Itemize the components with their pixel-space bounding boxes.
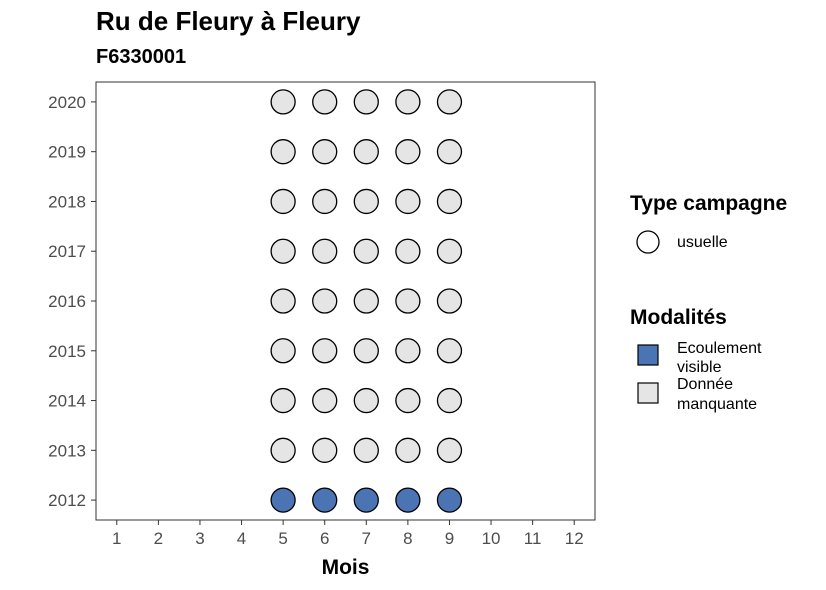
y-tick-label: 2017 xyxy=(48,242,86,261)
y-axis: 2012 2013 2014 2015 2016 2017 2018 2019 2020 xyxy=(48,93,96,510)
chart-title: Ru de Fleury à Fleury xyxy=(96,6,361,36)
data-point-donnee-manquante xyxy=(270,238,296,264)
data-point-donnee-manquante xyxy=(312,89,338,115)
legend: Type campagne usuelle Modalités Ecouleme… xyxy=(630,192,787,413)
x-tick-label: 2 xyxy=(154,529,163,548)
y-tick-label: 2012 xyxy=(48,491,86,510)
data-point-donnee-manquante xyxy=(395,437,421,463)
data-point-donnee-manquante xyxy=(270,139,296,165)
data-point-ecoulement-visible xyxy=(270,487,296,513)
x-tick-label: 3 xyxy=(195,529,204,548)
x-tick-label: 8 xyxy=(403,529,412,548)
y-tick-label: 2014 xyxy=(48,392,86,411)
data-point-donnee-manquante xyxy=(312,387,338,414)
y-tick-label: 2015 xyxy=(48,342,86,361)
x-axis-title: Mois xyxy=(322,556,370,579)
plot-panel xyxy=(95,81,596,521)
legend-label-ecoulement-line2: visible xyxy=(677,359,722,376)
x-tick-label: 6 xyxy=(320,529,329,548)
data-point-ecoulement-visible xyxy=(312,487,338,513)
data-point-donnee-manquante xyxy=(436,139,463,165)
data-point-ecoulement-visible xyxy=(353,487,379,513)
x-tick-label: 4 xyxy=(237,529,246,548)
x-tick-label: 11 xyxy=(524,529,542,548)
data-points xyxy=(270,89,463,513)
data-point-donnee-manquante xyxy=(353,387,379,414)
data-point-donnee-manquante xyxy=(395,139,421,165)
data-point-donnee-manquante xyxy=(436,288,463,314)
data-point-donnee-manquante xyxy=(270,188,296,215)
data-point-donnee-manquante xyxy=(353,188,379,215)
data-point-donnee-manquante xyxy=(312,139,338,165)
legend-label-donnee-line2: manquante xyxy=(677,396,757,413)
data-point-donnee-manquante xyxy=(395,89,421,115)
data-point-donnee-manquante xyxy=(395,387,421,414)
data-point-donnee-manquante xyxy=(436,89,463,115)
data-point-donnee-manquante xyxy=(353,288,379,314)
legend-label-donnee-line1: Donnée xyxy=(677,376,733,393)
data-point-donnee-manquante xyxy=(436,338,463,364)
data-point-donnee-manquante xyxy=(395,338,421,364)
data-point-donnee-manquante xyxy=(353,238,379,264)
y-tick-label: 2013 xyxy=(48,441,86,460)
x-tick-label: 10 xyxy=(482,529,501,548)
data-point-donnee-manquante xyxy=(270,387,296,414)
data-point-donnee-manquante xyxy=(436,387,463,414)
legend-title-modalites: Modalités xyxy=(630,306,727,329)
legend-key-donnee-manquante xyxy=(637,382,659,404)
data-point-donnee-manquante xyxy=(436,238,463,264)
data-point-donnee-manquante xyxy=(312,437,338,463)
legend-key-ecoulement-visible xyxy=(637,344,659,366)
data-point-donnee-manquante xyxy=(353,437,379,463)
data-point-donnee-manquante xyxy=(270,338,296,364)
y-tick-label: 2020 xyxy=(48,93,86,112)
data-point-ecoulement-visible xyxy=(395,487,421,513)
data-point-donnee-manquante xyxy=(436,437,463,463)
x-tick-label: 5 xyxy=(278,529,287,548)
data-point-donnee-manquante xyxy=(312,288,338,314)
data-point-donnee-manquante xyxy=(312,238,338,264)
data-point-donnee-manquante xyxy=(395,288,421,314)
legend-title-type-campagne: Type campagne xyxy=(630,192,787,215)
legend-label-ecoulement-line1: Ecoulement xyxy=(677,340,762,357)
x-axis: 1 2 3 4 5 6 7 8 9 10 11 12 xyxy=(112,520,584,548)
data-point-donnee-manquante xyxy=(353,139,379,165)
y-tick-label: 2018 xyxy=(48,192,86,211)
data-point-donnee-manquante xyxy=(312,188,338,215)
data-point-donnee-manquante xyxy=(353,89,379,115)
data-point-ecoulement-visible xyxy=(436,487,463,513)
data-point-donnee-manquante xyxy=(270,288,296,314)
chart-subtitle: F6330001 xyxy=(96,46,187,68)
data-point-donnee-manquante xyxy=(312,338,338,364)
data-point-donnee-manquante xyxy=(395,188,421,215)
x-tick-label: 12 xyxy=(565,529,584,548)
y-tick-label: 2019 xyxy=(48,143,86,162)
legend-label-usuelle: usuelle xyxy=(677,234,728,251)
x-tick-label: 9 xyxy=(445,529,454,548)
y-tick-label: 2016 xyxy=(48,292,86,311)
data-point-donnee-manquante xyxy=(353,338,379,364)
data-point-donnee-manquante xyxy=(270,89,296,115)
data-point-donnee-manquante xyxy=(270,437,296,463)
data-point-donnee-manquante xyxy=(436,188,463,215)
x-tick-label: 1 xyxy=(112,529,121,548)
data-point-donnee-manquante xyxy=(395,238,421,264)
legend-key-usuelle xyxy=(636,230,660,254)
x-tick-label: 7 xyxy=(362,529,371,548)
